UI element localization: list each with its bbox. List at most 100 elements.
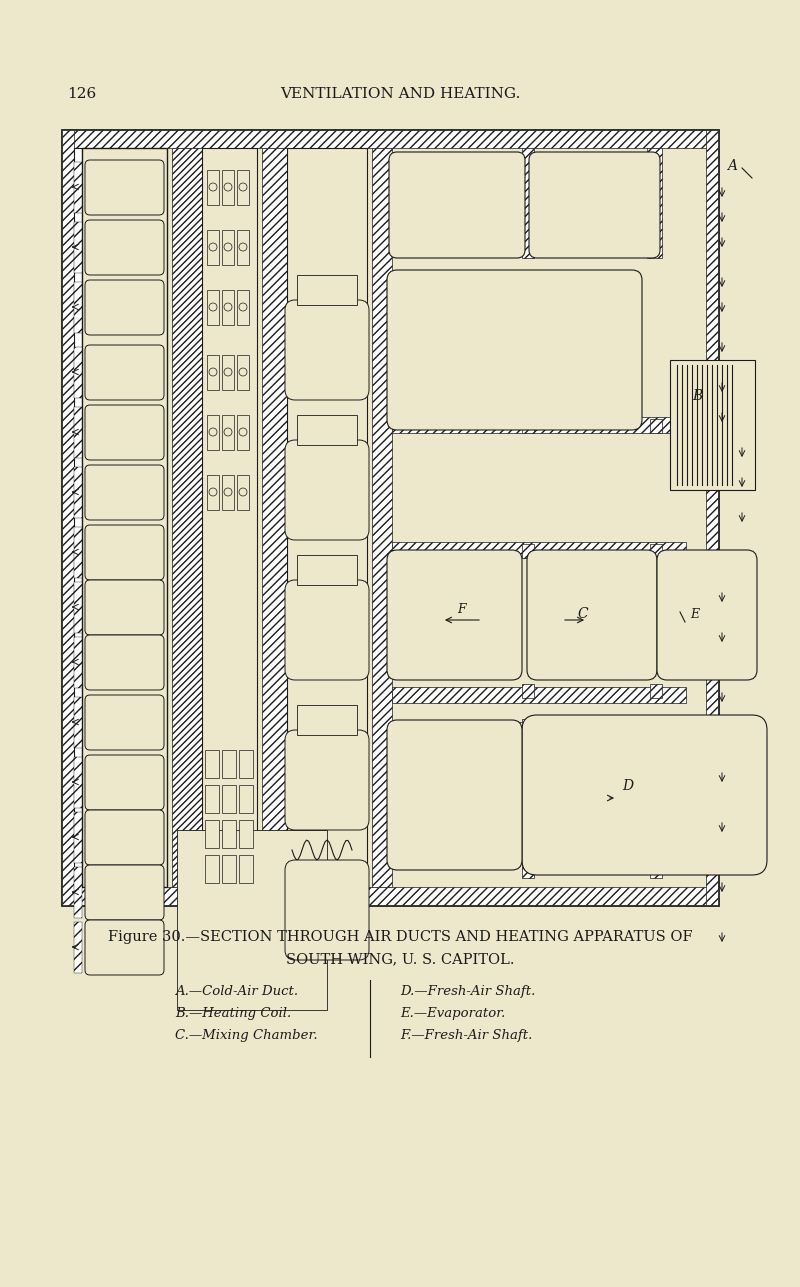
- Bar: [706, 130, 718, 905]
- Bar: [62, 130, 718, 148]
- Bar: [74, 526, 82, 578]
- Bar: [297, 555, 357, 586]
- Bar: [222, 414, 234, 450]
- FancyBboxPatch shape: [85, 405, 164, 459]
- Text: B.—Heating Coil.: B.—Heating Coil.: [175, 1006, 291, 1021]
- FancyBboxPatch shape: [85, 580, 164, 634]
- Bar: [522, 420, 534, 432]
- Bar: [74, 921, 82, 973]
- Bar: [372, 148, 392, 887]
- Bar: [262, 148, 287, 887]
- FancyBboxPatch shape: [285, 440, 369, 541]
- Bar: [237, 355, 249, 390]
- Text: A.—Cold-Air Duct.: A.—Cold-Air Duct.: [175, 985, 298, 997]
- Bar: [74, 812, 82, 864]
- Text: VENTILATION AND HEATING.: VENTILATION AND HEATING.: [280, 88, 520, 100]
- Bar: [222, 475, 234, 510]
- Bar: [207, 170, 219, 205]
- Bar: [222, 750, 236, 779]
- Bar: [74, 757, 82, 808]
- FancyBboxPatch shape: [85, 345, 164, 400]
- FancyBboxPatch shape: [85, 465, 164, 520]
- Bar: [82, 148, 167, 887]
- Text: 126: 126: [67, 88, 96, 100]
- Bar: [207, 355, 219, 390]
- FancyBboxPatch shape: [387, 550, 522, 680]
- Text: C: C: [577, 607, 588, 622]
- FancyBboxPatch shape: [657, 550, 757, 680]
- Bar: [239, 750, 253, 779]
- FancyBboxPatch shape: [522, 716, 767, 875]
- Bar: [650, 719, 662, 734]
- Bar: [650, 420, 662, 432]
- Bar: [62, 130, 74, 905]
- Bar: [222, 230, 234, 265]
- Bar: [74, 637, 82, 689]
- Bar: [237, 290, 249, 326]
- Bar: [239, 785, 253, 813]
- Bar: [202, 148, 257, 887]
- Bar: [62, 130, 718, 905]
- Bar: [239, 855, 253, 883]
- Bar: [522, 719, 534, 734]
- FancyBboxPatch shape: [85, 920, 164, 976]
- Bar: [522, 683, 534, 698]
- Bar: [297, 275, 357, 305]
- Bar: [287, 148, 367, 887]
- Bar: [74, 407, 82, 458]
- FancyBboxPatch shape: [85, 695, 164, 750]
- Bar: [74, 162, 82, 214]
- FancyBboxPatch shape: [85, 525, 164, 580]
- Bar: [522, 148, 534, 257]
- Bar: [222, 170, 234, 205]
- FancyBboxPatch shape: [285, 730, 369, 830]
- Bar: [237, 170, 249, 205]
- Bar: [647, 148, 662, 257]
- Bar: [74, 867, 82, 918]
- Bar: [392, 417, 686, 432]
- Text: E: E: [690, 607, 699, 622]
- Bar: [237, 230, 249, 265]
- FancyBboxPatch shape: [389, 152, 525, 257]
- Bar: [522, 864, 534, 878]
- Text: Figure 30.—SECTION THROUGH AIR DUCTS AND HEATING APPARATUS OF: Figure 30.—SECTION THROUGH AIR DUCTS AND…: [108, 931, 692, 943]
- Text: F.—Fresh-Air Shaft.: F.—Fresh-Air Shaft.: [400, 1030, 532, 1042]
- Bar: [222, 820, 236, 848]
- FancyBboxPatch shape: [85, 160, 164, 215]
- FancyBboxPatch shape: [529, 152, 660, 257]
- FancyBboxPatch shape: [85, 220, 164, 275]
- Bar: [522, 278, 534, 423]
- Bar: [74, 467, 82, 517]
- FancyBboxPatch shape: [387, 270, 642, 430]
- FancyBboxPatch shape: [85, 281, 164, 335]
- Bar: [392, 542, 686, 559]
- Bar: [207, 475, 219, 510]
- Bar: [237, 414, 249, 450]
- Bar: [74, 282, 82, 333]
- Bar: [205, 785, 219, 813]
- Bar: [205, 820, 219, 848]
- Text: E.—Evaporator.: E.—Evaporator.: [400, 1006, 506, 1021]
- FancyBboxPatch shape: [285, 300, 369, 400]
- FancyBboxPatch shape: [85, 810, 164, 865]
- Bar: [670, 360, 755, 490]
- Bar: [172, 148, 202, 887]
- Bar: [222, 855, 236, 883]
- Bar: [74, 582, 82, 633]
- Bar: [297, 705, 357, 735]
- Bar: [207, 414, 219, 450]
- Text: A: A: [727, 160, 737, 172]
- FancyBboxPatch shape: [387, 719, 522, 870]
- Bar: [392, 722, 686, 737]
- Bar: [74, 148, 82, 887]
- Bar: [222, 290, 234, 326]
- Text: D.—Fresh-Air Shaft.: D.—Fresh-Air Shaft.: [400, 985, 535, 997]
- Bar: [74, 698, 82, 748]
- Text: F: F: [457, 604, 466, 616]
- FancyBboxPatch shape: [285, 860, 369, 960]
- Bar: [297, 414, 357, 445]
- Bar: [650, 864, 662, 878]
- Text: SOUTH WING, U. S. CAPITOL.: SOUTH WING, U. S. CAPITOL.: [286, 952, 514, 967]
- Bar: [62, 887, 718, 905]
- FancyBboxPatch shape: [85, 634, 164, 690]
